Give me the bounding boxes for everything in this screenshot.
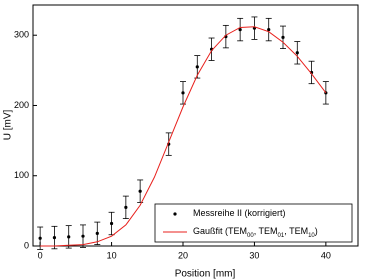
data-point [124, 205, 128, 209]
x-tick-label: 20 [178, 250, 188, 260]
legend-label: Messreihe II (korrigiert) [193, 208, 286, 218]
y-tick-label: 100 [14, 170, 29, 180]
data-point [281, 35, 285, 39]
data-point [138, 189, 142, 193]
x-tick-label: 30 [249, 250, 259, 260]
y-tick-label: 300 [14, 30, 29, 40]
x-tick-label: 10 [107, 250, 117, 260]
legend-text: TEM [228, 226, 247, 236]
data-point [295, 51, 299, 55]
legend-text: TEM [289, 226, 308, 236]
x-tick-label: 40 [321, 250, 331, 260]
legend: Messreihe II (korrigiert)Gaußfit (TEM00,… [154, 203, 353, 243]
legend-box [154, 203, 353, 243]
plot-frame [32, 4, 359, 247]
legend-text: TEM [259, 226, 278, 236]
y-tick-label: 200 [14, 100, 29, 110]
legend-text: Messreihe II (korrigiert) [193, 208, 286, 218]
subscript: 01 [278, 233, 285, 239]
subscript: 00 [247, 233, 254, 239]
y-axis-label: U [mV] [3, 110, 14, 141]
data-point [95, 231, 99, 235]
data-point [52, 235, 57, 240]
legend-text: , [254, 226, 259, 236]
data-point [181, 91, 185, 95]
legend-marker [173, 212, 177, 216]
data-point [81, 234, 85, 238]
fit-line [40, 26, 327, 247]
subscript: 10 [308, 233, 315, 239]
data-point [38, 236, 42, 240]
data-point [67, 235, 71, 239]
data-point [195, 65, 199, 69]
x-tick-label: 0 [38, 250, 43, 260]
legend-text: Gaußfit ( [193, 226, 228, 236]
x-axis-label: Position [mm] [175, 269, 236, 279]
data-point [267, 27, 271, 32]
legend-text: , [284, 226, 289, 236]
data-point [109, 221, 114, 226]
legend-text: ) [315, 226, 318, 236]
legend-label: Gaußfit (TEM00, TEM01, TEM10) [193, 226, 318, 238]
y-tick-label: 0 [24, 240, 29, 250]
data-point [238, 27, 242, 32]
